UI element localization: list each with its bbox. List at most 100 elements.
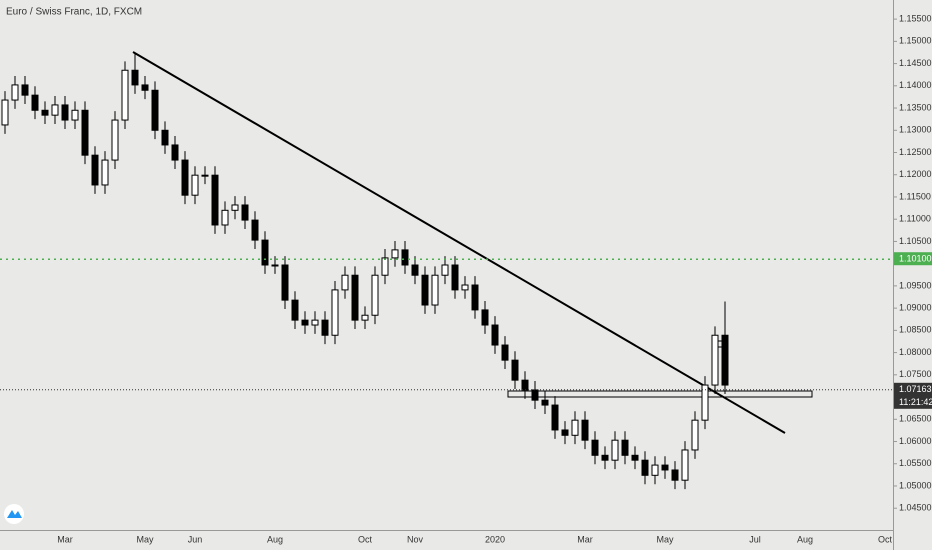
- y-tick-label: 1.07500: [899, 369, 932, 379]
- y-tick-label: 1.05500: [899, 458, 932, 468]
- y-tick-label: 1.11000: [899, 214, 931, 224]
- y-tick-label: 1.13000: [899, 125, 932, 135]
- candle-body: [531, 389, 539, 401]
- countdown: 11:21:42: [899, 397, 932, 407]
- candle-body: [351, 274, 359, 321]
- candle-body: [121, 69, 129, 121]
- candle-body: [611, 439, 619, 461]
- candle-body: [621, 439, 629, 456]
- candle-body: [551, 404, 559, 431]
- x-tick-label: Mar: [577, 534, 593, 544]
- candle-body: [441, 264, 449, 276]
- x-tick-label: Aug: [797, 534, 813, 544]
- candle-body: [401, 249, 409, 266]
- candle-body: [701, 384, 709, 421]
- x-tick-label: Nov: [407, 534, 424, 544]
- candle-body: [721, 334, 729, 386]
- candle-body: [541, 399, 549, 406]
- y-tick-label: 1.06000: [899, 436, 932, 446]
- chart-title: Euro / Swiss Franc, 1D, FXCM: [6, 7, 142, 18]
- y-tick-label: 1.06500: [899, 414, 932, 424]
- y-tick-label: 1.05000: [899, 480, 932, 490]
- y-tick-label: 1.15000: [899, 36, 932, 46]
- support-zone: [507, 390, 813, 398]
- candle-body: [41, 109, 49, 116]
- candle-body: [71, 109, 79, 121]
- x-tick-label: Aug: [267, 534, 283, 544]
- candle-body: [501, 344, 509, 361]
- x-tick-label: May: [136, 534, 154, 544]
- candle-body: [681, 449, 689, 481]
- candle-body: [461, 284, 469, 291]
- candle-body: [591, 439, 599, 456]
- y-tick-label: 1.12000: [899, 169, 932, 179]
- candle-body: [201, 174, 209, 177]
- y-tick-label: 1.14000: [899, 80, 932, 90]
- candle-body: [421, 274, 429, 306]
- x-tick-label: Jun: [188, 534, 203, 544]
- candle-body: [471, 284, 479, 311]
- candle-body: [251, 219, 259, 241]
- x-tick-label: Mar: [57, 534, 73, 544]
- candle-body: [661, 464, 669, 471]
- candle-body: [211, 174, 219, 226]
- y-tick-label: 1.08500: [899, 325, 932, 335]
- candle-body: [31, 94, 39, 111]
- logo[interactable]: [4, 504, 24, 524]
- y-tick-label: 1.11500: [899, 191, 931, 201]
- candle-body: [521, 379, 529, 391]
- candle-body: [81, 109, 89, 156]
- candle-body: [571, 419, 579, 436]
- candle-body: [291, 299, 299, 321]
- candle-body: [431, 274, 439, 306]
- candle-body: [151, 89, 159, 131]
- candle-body: [111, 119, 119, 161]
- candle-body: [671, 469, 679, 481]
- y-tick-label: 1.14500: [899, 58, 932, 68]
- candle-body: [561, 429, 569, 436]
- candle-body: [1, 99, 9, 126]
- y-tick-label: 1.08000: [899, 347, 932, 357]
- price-label: 1.10100: [899, 254, 932, 264]
- candle-body: [181, 159, 189, 196]
- candle-body: [491, 324, 499, 346]
- x-tick-label: Jul: [749, 534, 761, 544]
- x-tick-label: Oct: [878, 534, 893, 544]
- x-tick-label: 2020: [485, 534, 505, 544]
- x-tick-label: May: [656, 534, 674, 544]
- candle-body: [21, 84, 29, 96]
- trend-line: [132, 51, 786, 434]
- candle-body: [141, 84, 149, 91]
- x-tick-label: Oct: [358, 534, 373, 544]
- candle-body: [641, 459, 649, 476]
- candle-body: [261, 239, 269, 266]
- candle-body: [11, 84, 19, 101]
- candle-body: [691, 419, 699, 451]
- candle-body: [331, 289, 339, 336]
- candle-body: [371, 274, 379, 316]
- candle-body: [711, 334, 719, 386]
- candle-body: [321, 319, 329, 336]
- candle-body: [511, 359, 519, 381]
- candle-body: [391, 249, 399, 259]
- candle-body: [631, 454, 639, 461]
- candle-body: [361, 314, 369, 321]
- price-label-bg: [894, 252, 932, 266]
- candle-body: [241, 204, 249, 221]
- candle-body: [311, 319, 319, 326]
- candle-body: [61, 104, 69, 121]
- candle-body: [481, 309, 489, 326]
- candle-body: [191, 174, 199, 196]
- candle-body: [451, 264, 459, 291]
- y-tick-label: 1.15500: [899, 13, 932, 23]
- candle-body: [171, 144, 179, 161]
- candle-body: [271, 264, 279, 267]
- candle-body: [221, 209, 229, 226]
- price-label-bg: [894, 382, 932, 409]
- y-tick-label: 1.10500: [899, 236, 932, 246]
- y-tick-label: 1.09500: [899, 280, 932, 290]
- candle-body: [381, 257, 389, 276]
- y-tick-label: 1.09000: [899, 303, 932, 313]
